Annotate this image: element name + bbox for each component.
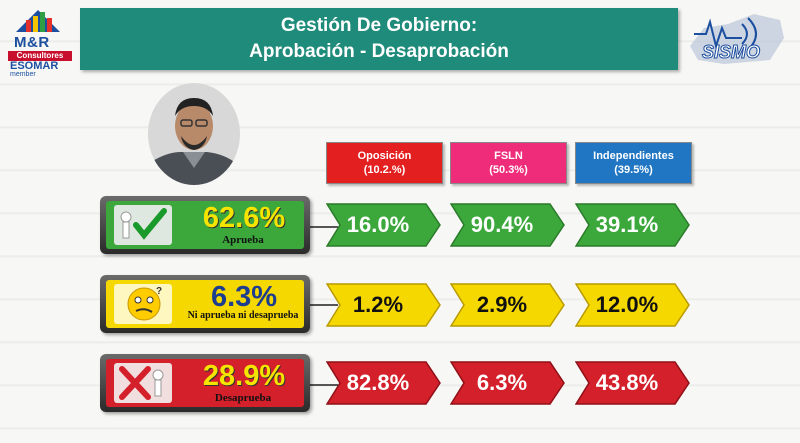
column-pct: (10.2.%) bbox=[363, 164, 406, 176]
column-name: FSLN bbox=[494, 150, 523, 162]
column-name: Oposición bbox=[357, 150, 412, 162]
logo-esomar: ESOMAR bbox=[10, 60, 59, 72]
logo-consultores: Consultores bbox=[8, 51, 72, 61]
column-name: Independientes bbox=[593, 150, 674, 162]
value-text: 82.8% bbox=[346, 370, 410, 395]
row-connector bbox=[308, 384, 338, 386]
logo-bars-icon bbox=[16, 10, 60, 32]
title-line-2: Aprobación - Desaprobación bbox=[249, 41, 509, 62]
value-text: 2.9% bbox=[476, 292, 528, 317]
column-header-oposicion: Oposición (10.2.%) bbox=[326, 142, 443, 184]
value-cell-aprueba-2: 39.1% bbox=[575, 203, 691, 247]
value-text: 6.3% bbox=[476, 370, 528, 395]
value-text: 16.0% bbox=[346, 212, 410, 237]
value-text: 1.2% bbox=[352, 292, 404, 317]
column-header-fsln: FSLN (50.3%) bbox=[450, 142, 567, 184]
row-ni-aprueba-ni-desaprueba: ? 6.3% Ni aprueba ni desaprueba bbox=[100, 275, 310, 333]
logo-brand: M&R bbox=[14, 34, 50, 51]
arrow-shape bbox=[575, 361, 690, 405]
row-connector bbox=[308, 304, 338, 306]
column-pct: (50.3%) bbox=[489, 164, 528, 176]
logo-member: member bbox=[10, 71, 36, 78]
title-line-1: Gestión De Gobierno: bbox=[280, 15, 478, 36]
arrow-shape bbox=[326, 203, 441, 247]
row-total: 62.6% bbox=[202, 202, 286, 234]
arrow-shape bbox=[450, 203, 565, 247]
row-total: 6.3% bbox=[210, 281, 278, 313]
value-text: 12.0% bbox=[595, 292, 659, 317]
value-cell-desaprueba-2: 43.8% bbox=[575, 361, 691, 405]
arrow-shape bbox=[326, 361, 441, 405]
arrow-shape bbox=[450, 361, 565, 405]
row-label: Aprueba bbox=[222, 234, 264, 246]
value-cell-ni-aprueba-2: 12.0% bbox=[575, 283, 691, 327]
value-text: 90.4% bbox=[470, 212, 534, 237]
row-total: 28.9% bbox=[202, 360, 286, 392]
value-text: 43.8% bbox=[595, 370, 659, 395]
arrow-shape bbox=[575, 203, 690, 247]
row-label: Desaprueba bbox=[214, 392, 272, 404]
value-text: 39.1% bbox=[595, 212, 659, 237]
confused-face-icon: ? bbox=[114, 284, 172, 324]
value-cell-ni-aprueba-1: 2.9% bbox=[450, 283, 566, 327]
value-cell-aprueba-0: 16.0% bbox=[326, 203, 442, 247]
row-desaprueba: 28.9% Desaprueba bbox=[100, 354, 310, 412]
portrait-image bbox=[148, 83, 240, 185]
svg-text:?: ? bbox=[156, 286, 162, 297]
red-x-icon bbox=[114, 363, 172, 403]
arrow-shape bbox=[326, 283, 441, 327]
arrow-shape bbox=[450, 283, 565, 327]
mr-consultores-logo: M&R Consultores ESOMAR member bbox=[4, 4, 74, 78]
svg-text:SISMO: SISMO bbox=[702, 42, 760, 62]
value-cell-desaprueba-1: 6.3% bbox=[450, 361, 566, 405]
row-aprueba: 62.6% Aprueba bbox=[100, 196, 310, 254]
column-header-independientes: Independientes (39.5%) bbox=[575, 142, 692, 184]
column-pct: (39.5%) bbox=[614, 164, 653, 176]
president-photo bbox=[147, 82, 241, 186]
row-label: Ni aprueba ni desaprueba bbox=[187, 310, 299, 321]
value-cell-aprueba-1: 90.4% bbox=[450, 203, 566, 247]
sismo-logo: SISMO bbox=[684, 8, 788, 68]
sismo-map-icon: SISMO bbox=[690, 14, 784, 64]
row-connector bbox=[308, 226, 338, 228]
page-title: Gestión De Gobierno: Aprobación - Desapr… bbox=[80, 8, 678, 70]
checkmark-icon bbox=[114, 205, 172, 245]
value-cell-desaprueba-0: 82.8% bbox=[326, 361, 442, 405]
value-cell-ni-aprueba-0: 1.2% bbox=[326, 283, 442, 327]
arrow-shape bbox=[575, 283, 690, 327]
